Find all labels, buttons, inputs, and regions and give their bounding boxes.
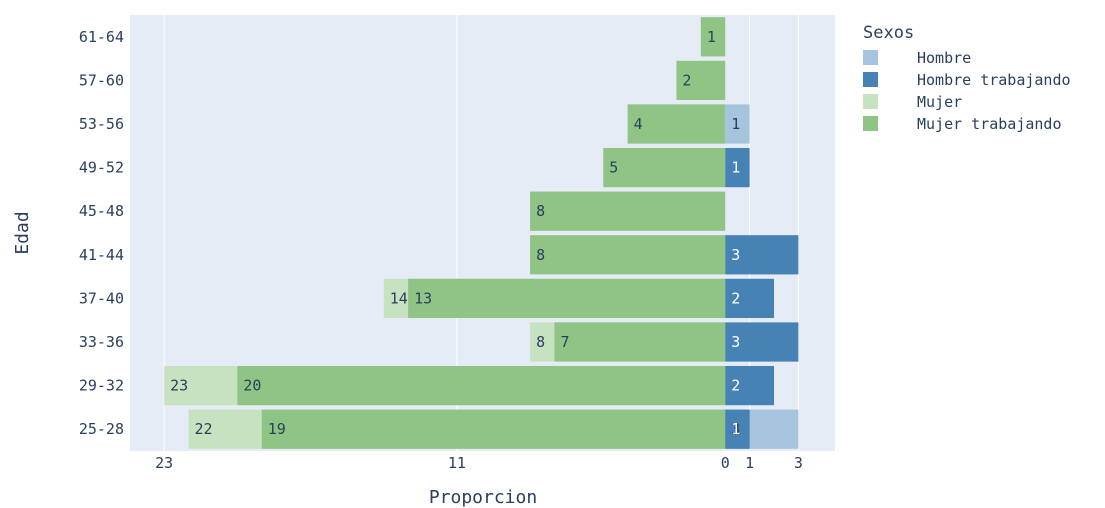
bar-mujer-trabajando [627, 104, 726, 144]
bar-label: 22 [195, 420, 213, 438]
bar-mujer-trabajando [676, 60, 726, 101]
x-tick-label: 11 [448, 454, 466, 472]
bar-label: 19 [268, 420, 286, 438]
y-tick-label: 53-56 [79, 115, 124, 133]
bars-layer [164, 17, 799, 449]
legend-swatch [863, 116, 878, 131]
legend-label: Hombre [917, 49, 971, 67]
x-tick-label: 23 [155, 454, 173, 472]
bar-label: 3 [731, 333, 740, 351]
legend-label: Mujer [917, 93, 962, 111]
bar-label: 1 [731, 159, 740, 177]
legend-title: Sexos [863, 23, 914, 43]
bar-mujer-trabajando [530, 191, 726, 231]
bar-mujer-trabajando [700, 17, 726, 57]
legend: Sexos Hombre Hombre trabajando Mujer Mujer … [863, 23, 1071, 133]
legend-label: Mujer trabajando [917, 115, 1062, 133]
bar-hombre-trabajando [725, 409, 750, 449]
bar-mujer-trabajando [603, 147, 726, 188]
bar-hombre-trabajando [725, 365, 775, 406]
bar-label: 3 [731, 246, 740, 264]
bar-mujer-trabajando [408, 278, 726, 319]
bar-label: 20 [243, 377, 261, 395]
y-tick-label: 25-28 [79, 420, 124, 438]
bar-label: 1 [731, 115, 740, 133]
y-tick-label: 45-48 [79, 202, 124, 220]
legend-swatch [863, 72, 878, 87]
legend-items: Hombre Hombre trabajando Mujer Mujer trabaj… [863, 49, 1071, 133]
legend-label: Hombre trabajando [917, 71, 1071, 89]
legend-swatch [863, 50, 878, 65]
bar-label: 13 [414, 289, 432, 307]
x-tick-label: 0 [721, 454, 730, 472]
y-tick-label: 37-40 [79, 289, 124, 307]
y-tick-label: 61-64 [79, 28, 124, 46]
bar-label: 3 [731, 420, 740, 438]
bar-label: 2 [731, 377, 740, 395]
y-tick-labels: 25-28 29-32 33-36 37-40 41-44 45-48 49-52 53-56… [79, 28, 124, 438]
bar-label: 2 [682, 71, 691, 89]
bar-label: 7 [560, 333, 569, 351]
bar-hombre [725, 104, 750, 144]
bar-hombre-trabajando [725, 235, 799, 275]
bar-mujer-trabajando [237, 365, 726, 406]
x-axis-title: Proporcion [429, 487, 537, 508]
bar-label: 1 [731, 420, 740, 438]
y-axis-title: Edad [12, 211, 33, 254]
bar-mujer-trabajando [261, 409, 726, 449]
y-tick-label: 57-60 [79, 71, 124, 89]
bar-label: 8 [536, 333, 545, 351]
y-tick-label: 33-36 [79, 333, 124, 351]
bar-label: 14 [390, 289, 408, 307]
bar-label: 23 [170, 377, 188, 395]
x-tick-label: 1 [745, 454, 754, 472]
bar-label: 1 [707, 28, 716, 46]
legend-swatch [863, 94, 878, 109]
bar-hombre-trabajando [725, 322, 799, 362]
bar-label: 2 [731, 289, 740, 307]
y-tick-label: 29-32 [79, 377, 124, 395]
bar-mujer-trabajando [554, 322, 726, 362]
bar-hombre-trabajando [725, 147, 750, 188]
y-tick-label: 49-52 [79, 159, 124, 177]
x-tick-labels: 23 11 0 1 3 [155, 454, 803, 472]
bar-label: 5 [609, 159, 618, 177]
bar-mujer-trabajando [530, 235, 726, 275]
bar-label: 8 [536, 246, 545, 264]
bar-label: 8 [536, 202, 545, 220]
bar-label: 4 [634, 115, 643, 133]
x-tick-label: 3 [794, 454, 803, 472]
bar-hombre-trabajando [725, 278, 775, 319]
y-tick-label: 41-44 [79, 246, 124, 264]
